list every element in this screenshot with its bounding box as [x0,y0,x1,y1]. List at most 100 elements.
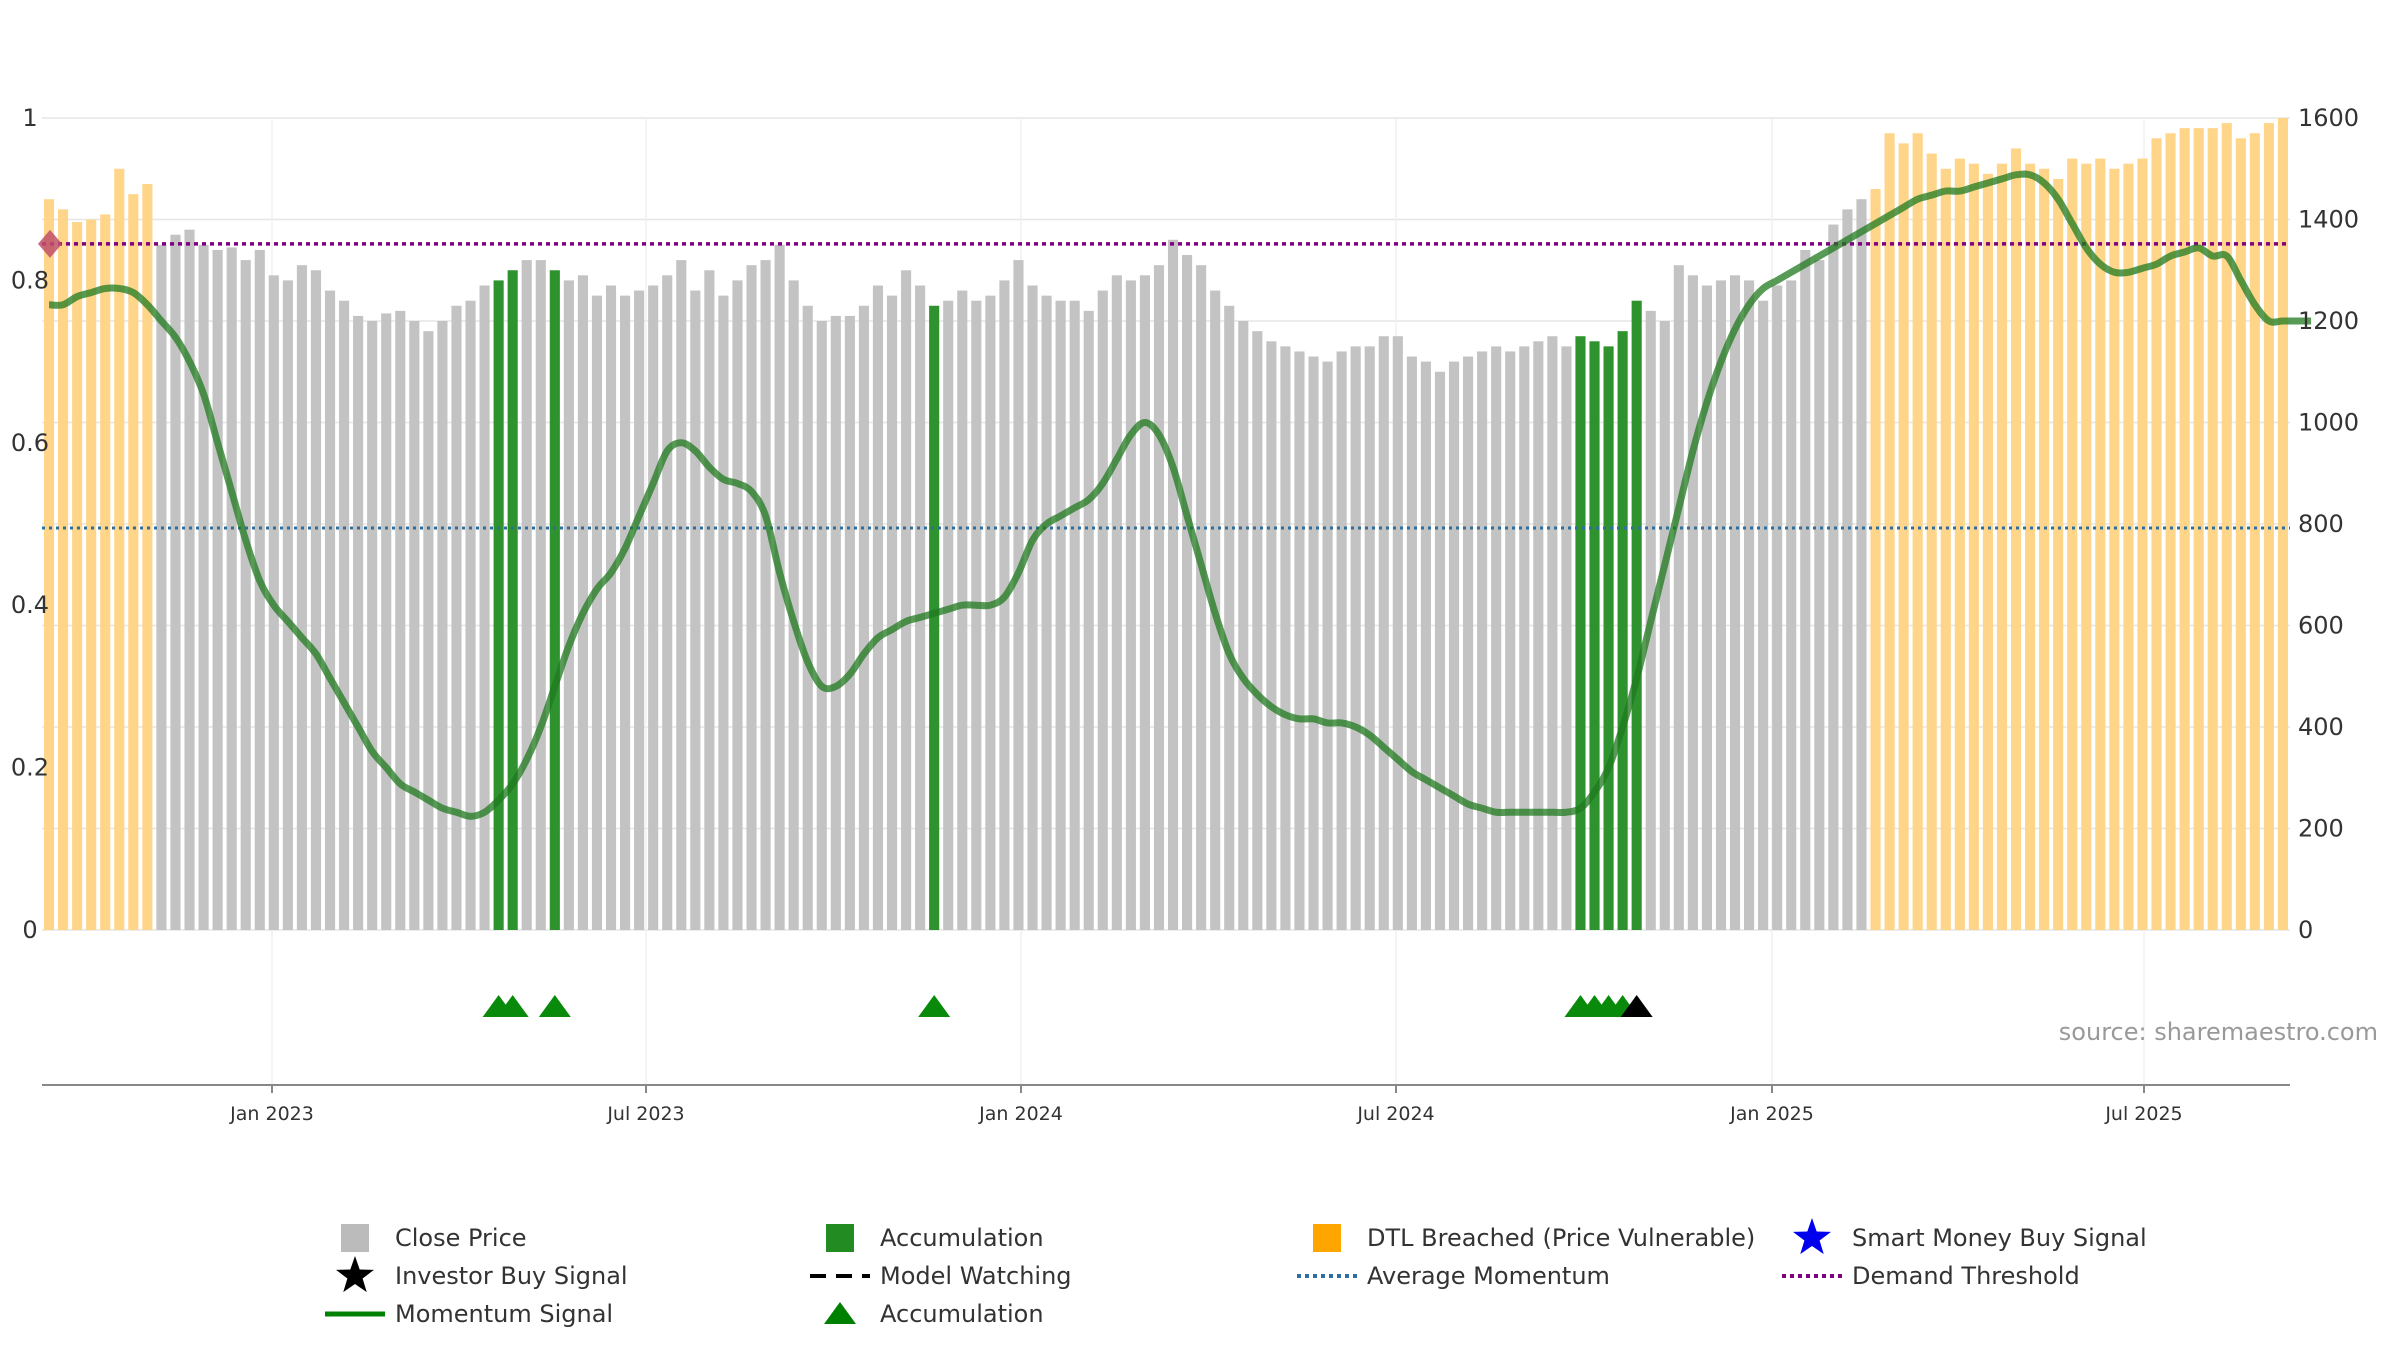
price-bar [310,270,322,930]
dtl-breached-bar [2151,138,2162,931]
price-bar [634,290,645,930]
model-watching-triangle [1620,995,1653,1017]
accumulation-bar [1617,331,1628,930]
price-bar [1125,280,1136,930]
price-bar [184,229,195,930]
grid [42,117,2290,1085]
right-tick-label: 600 [2298,612,2344,640]
price-bar [367,321,378,930]
price-bar [409,321,420,930]
left-tick-label: 0.8 [11,266,49,294]
price-bar [1519,346,1530,930]
price-bar [1280,346,1291,930]
left-tick-label: 0.6 [11,429,49,457]
price-bar [676,260,687,931]
dtl-breached-bar [1926,153,1937,930]
price-bar [872,285,884,931]
price-bar [1252,331,1263,930]
price-bar [1420,361,1431,931]
accumulation-bar [549,270,560,930]
accumulation-triangle [918,995,951,1017]
price-bar [746,265,757,930]
price-bar [718,295,729,930]
dtl-breached-bar [2165,133,2176,931]
price-bar [662,275,673,930]
price-bar [423,331,434,930]
price-bar [563,280,574,930]
dtl-breached-bar [2263,123,2274,930]
legend-square-icon [1313,1224,1341,1252]
accumulation-bar [507,270,518,930]
dtl-breached-bar [1954,158,1965,931]
price-bar [282,280,293,930]
price-bar [915,285,926,931]
price-bar [198,244,209,930]
dtl-breached-bar [2053,178,2064,930]
price-bar [437,321,448,930]
right-tick-label: 1000 [2298,409,2359,437]
legend-label: Smart Money Buy Signal [1852,1224,2147,1252]
price-bar [226,247,237,931]
dtl-breached-bar [2221,123,2232,930]
dtl-breached-bar [1898,143,1909,930]
price-bar [296,265,307,930]
legend-star-icon [335,1256,375,1293]
price-bar [535,260,546,931]
price-bar [605,285,617,931]
price-bar [1547,336,1558,931]
dtl-breached-bar [1884,133,1895,931]
dtl-breached-bar [2095,158,2106,931]
price-bar [1069,300,1080,930]
accumulation-bar [929,305,940,930]
legend-triangle-icon [824,1302,856,1324]
dtl-breached-bar [86,219,97,930]
price-bar [1153,265,1165,930]
price-bar [591,295,603,930]
right-tick-label: 1400 [2298,206,2359,234]
price-bar [1013,260,1024,931]
threshold-marker-icon [38,229,62,258]
dtl-breached-bar [2067,158,2078,931]
accumulation-bar [1631,300,1642,930]
legend-label: Average Momentum [1367,1262,1610,1290]
right-tick-label: 1200 [2298,307,2359,335]
price-bar [1224,305,1235,930]
price-bar [1701,285,1712,931]
price-bar [1786,280,1797,930]
price-bar [395,310,406,931]
legend-square-icon [826,1224,854,1252]
price-bar [1055,300,1066,930]
legend-label: Investor Buy Signal [395,1262,628,1290]
price-bar [760,260,771,931]
price-bar [1111,275,1122,930]
price-bar [886,295,898,930]
price-bar [451,305,462,930]
price-bar [1828,224,1839,930]
price-bar [971,300,982,930]
price-bar [1238,321,1249,930]
price-bar [1505,351,1516,930]
price-bar [1448,361,1460,931]
right-tick-label: 800 [2298,510,2344,538]
price-bar [704,270,715,930]
price-bar [577,275,588,930]
x-tick-label: Jan 2024 [978,1103,1063,1125]
price-bar [1392,336,1403,931]
price-bar [521,260,532,931]
dtl-breached-bar [2010,148,2022,930]
price-bar [353,315,364,930]
price-bar [648,285,659,931]
dtl-breached-bar [1968,163,1979,931]
source-label: source: sharemaestro.com [2059,1018,2378,1046]
price-bar [830,315,841,930]
legend-label: Accumulation [880,1300,1044,1328]
dtl-breached-bar [1940,168,1951,930]
legend-star-icon [1792,1218,1832,1255]
x-tick-label: Jul 2023 [606,1103,684,1125]
price-bar [816,321,827,930]
dtl-breached-bar [128,194,139,930]
price-bar [1856,199,1867,930]
dtl-breached-bar [2277,118,2289,930]
right-tick-label: 1600 [2298,104,2359,132]
